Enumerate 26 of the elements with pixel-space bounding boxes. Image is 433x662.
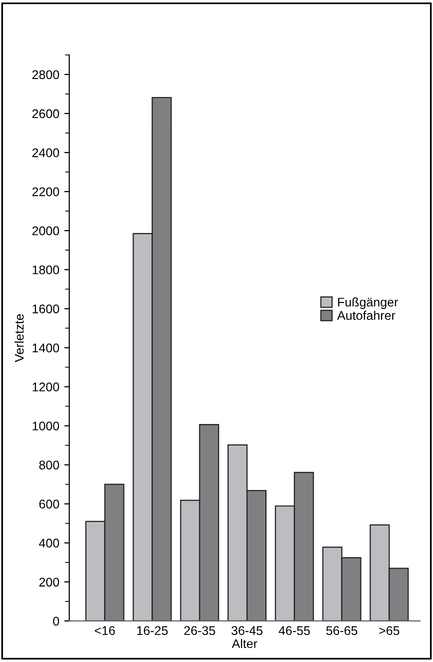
y-tick-label: 200 [39, 578, 60, 587]
y-tick-label: 600 [39, 500, 60, 509]
x-tick-label: 56-65 [326, 626, 358, 635]
y-tick-label: 1200 [32, 382, 60, 392]
y-tick-label: 0 [53, 616, 60, 626]
y-tick-label: 2000 [32, 226, 60, 236]
y-tick-label: 1600 [32, 304, 60, 314]
x-tick-label: 36-45 [232, 626, 262, 635]
x-tick-label: 16-25 [137, 626, 168, 635]
y-tick-label: 2600 [32, 109, 60, 118]
y-tick-label: 1800 [32, 265, 60, 274]
y-tick-label: 1000 [32, 422, 60, 430]
legend-label: Fußgänger [338, 297, 398, 310]
x-tick-label: >65 [379, 626, 400, 635]
legend-label: Autofahrer [337, 310, 396, 320]
x-tick-label: <16 [94, 626, 115, 635]
y-tick-label: 2200 [32, 187, 60, 196]
y-tick-label: 400 [38, 538, 60, 548]
y-tick-label: 2400 [32, 148, 60, 158]
y-tick-label: 1400 [32, 344, 60, 352]
y-tick-label: 800 [39, 460, 60, 470]
x-tick-label: 26-35 [184, 626, 216, 635]
x-axis-title: Alter [232, 638, 258, 648]
x-tick-label: 46-55 [278, 626, 310, 635]
y-tick-label: 2800 [32, 70, 60, 80]
y-axis-title: Verletzte [14, 314, 24, 362]
